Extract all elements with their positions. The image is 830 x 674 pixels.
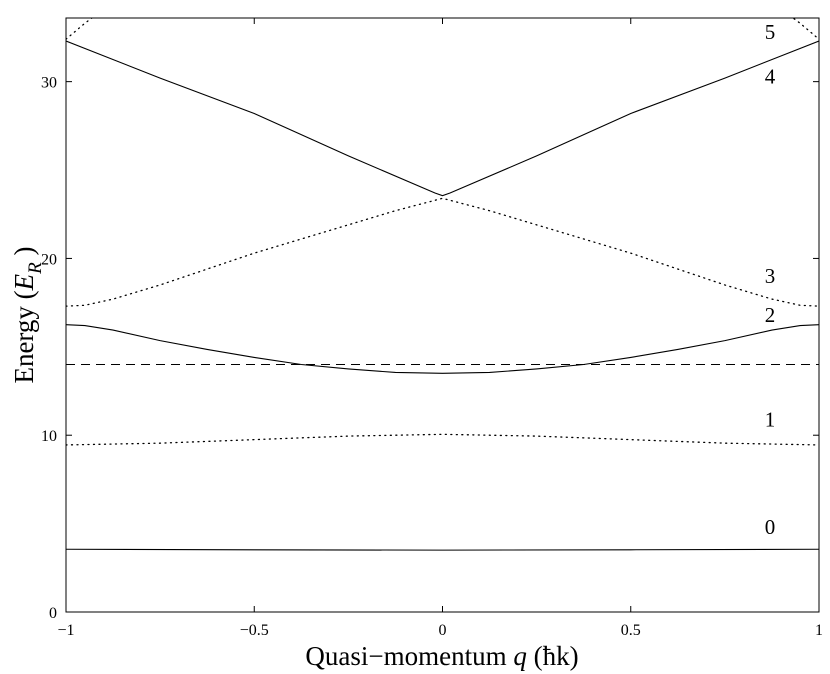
band-label-0: 0 <box>765 515 776 539</box>
band-label-3: 3 <box>765 264 776 288</box>
x-tick-label: 0 <box>439 622 447 639</box>
y-tick-label: 30 <box>41 75 57 92</box>
band-label-layer: 0 1 2 3 4 5 <box>765 20 776 539</box>
x-tick-label: −1 <box>57 622 74 639</box>
series-band1 <box>66 433 819 446</box>
x-axis-label-text: Quasi−momentum <box>305 641 506 671</box>
y-tick-label: 10 <box>41 428 57 445</box>
y-axis-label-text: Energy <box>9 306 39 384</box>
series-band0 <box>66 548 819 551</box>
band-label-1: 1 <box>765 407 776 431</box>
x-tick-label: −0.5 <box>240 622 269 639</box>
y-axis-label-symbol: E <box>9 273 39 291</box>
series-layer <box>66 18 819 551</box>
x-axis-label: Quasi−momentum q (ħk) <box>305 641 578 671</box>
series-band3 <box>66 197 819 307</box>
x-tick-label: 1 <box>815 622 823 639</box>
series-band5 <box>66 18 819 40</box>
band-label-5: 5 <box>765 20 776 44</box>
series-band2 <box>66 324 819 374</box>
x-tick-label: 0.5 <box>621 622 641 639</box>
series-band4 <box>66 40 819 197</box>
plot-background <box>66 18 819 612</box>
x-axis-label-symbol: q <box>513 641 527 671</box>
y-tick-label: 0 <box>49 605 57 622</box>
band-label-2: 2 <box>765 303 776 327</box>
y-axis-label: Energy (ER ) <box>9 246 46 383</box>
y-axis-label-subscript: R <box>25 262 46 275</box>
x-axis-label-unit: (ħk) <box>534 641 579 671</box>
y-tick-label: 20 <box>41 251 57 268</box>
band-label-4: 4 <box>765 64 776 88</box>
